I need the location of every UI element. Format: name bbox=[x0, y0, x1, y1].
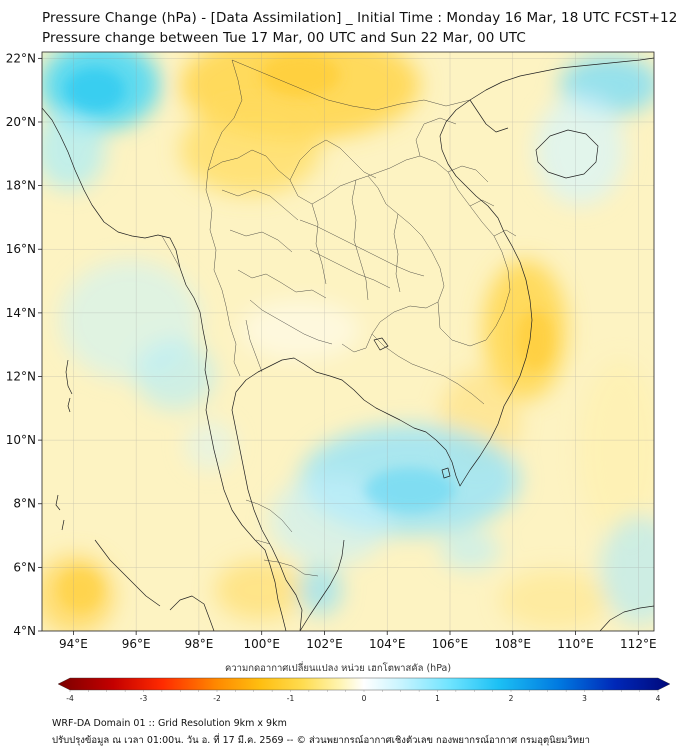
colorbar: -4 -3 -2 -1 0 1 2 3 4 bbox=[57, 677, 671, 703]
lat-tick-label: 8°N bbox=[13, 497, 36, 511]
lon-tick-label: 98°E bbox=[184, 637, 213, 651]
lat-tick-label: 14°N bbox=[6, 306, 36, 320]
colorbar-title: ความกดอากาศเปลี่ยนแปลง หน่วย เฮกโตพาสคัล… bbox=[224, 663, 452, 674]
colorbar-tick-label: 1 bbox=[435, 694, 440, 703]
borders bbox=[161, 59, 517, 577]
lat-tick-label: 20°N bbox=[6, 115, 36, 129]
lat-tick-label: 16°N bbox=[6, 242, 36, 256]
colorbar-tick-label: -1 bbox=[287, 694, 295, 703]
lon-tick-label: 104°E bbox=[369, 637, 406, 651]
lon-tick-label: 106°E bbox=[432, 637, 469, 651]
colorbar-tick-label: 3 bbox=[582, 694, 587, 703]
lon-tick-label: 102°E bbox=[306, 637, 343, 651]
lon-tick-label: 112°E bbox=[620, 637, 657, 651]
lon-tick-label: 100°E bbox=[243, 637, 280, 651]
lat-tick-label: 10°N bbox=[6, 433, 36, 447]
lon-tick-label: 96°E bbox=[122, 637, 151, 651]
map-title-line-2: Pressure change between Tue 17 Mar, 00 U… bbox=[42, 30, 526, 46]
colorbar-tick-label: 4 bbox=[656, 694, 661, 703]
map-frame bbox=[41, 51, 655, 632]
lon-tick-label: 110°E bbox=[557, 637, 594, 651]
lon-tick-label: 94°E bbox=[59, 637, 88, 651]
map-title-line-1: Pressure Change (hPa) - [Data Assimilati… bbox=[42, 10, 676, 26]
lat-tick-label: 4°N bbox=[13, 624, 36, 638]
colorbar-bar bbox=[57, 677, 671, 691]
model-info: WRF-DA Domain 01 :: Grid Resolution 9km … bbox=[52, 718, 287, 729]
longitude-axis: 94°E 96°E 98°E 100°E 102°E 104°E 106°E 108°E 110… bbox=[59, 631, 657, 651]
update-credit: ปรับปรุงข้อมูล ณ เวลา 01:00น. วัน อ. ที่… bbox=[52, 735, 590, 746]
lon-tick-label: 108°E bbox=[495, 637, 532, 651]
colorbar-tick-label: -2 bbox=[213, 694, 221, 703]
latitude-axis: 4°N 6°N 8°N 10°N 12°N 14°N 16°N 18°N 20°N 22°N bbox=[6, 51, 42, 638]
colorbar-tick-label: -3 bbox=[140, 694, 148, 703]
pressure-field bbox=[42, 52, 654, 631]
lat-tick-label: 22°N bbox=[6, 51, 36, 65]
colorbar-tick-label: 0 bbox=[362, 694, 367, 703]
lat-tick-label: 18°N bbox=[6, 179, 36, 193]
lat-tick-label: 12°N bbox=[6, 369, 36, 383]
coastlines bbox=[42, 57, 654, 631]
colorbar-tick-label: -4 bbox=[66, 694, 74, 703]
lat-tick-label: 6°N bbox=[13, 560, 36, 574]
colorbar-tick-label: 2 bbox=[509, 694, 514, 703]
